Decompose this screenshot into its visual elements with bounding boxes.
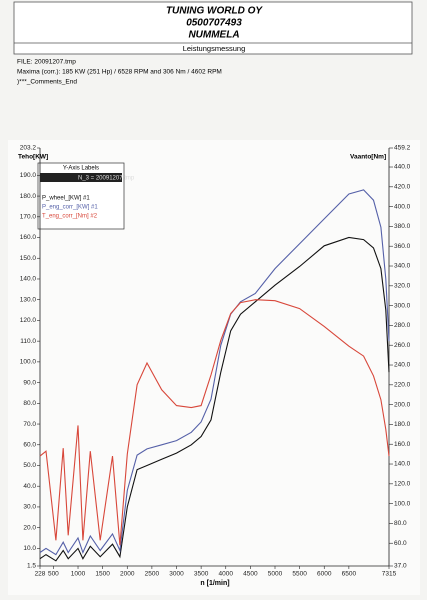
city: NUMMELA — [188, 30, 239, 41]
y-tick-label: 70.0 — [23, 421, 36, 428]
series-line — [39, 299, 390, 546]
x-tick-label: 3500 — [194, 571, 209, 578]
y-tick-label: 150.0 — [20, 255, 37, 262]
header-box — [13, 1, 413, 55]
legend-entry: T_eng_corr_[Nm] #2 — [42, 214, 98, 220]
y-tick-label: 140.0 — [20, 276, 37, 283]
y2-tick-label: 320.0 — [394, 283, 411, 290]
legend-entry: P_eng_corr_[KW] #1 — [42, 205, 98, 211]
y2-tick-label: 180.0 — [394, 421, 411, 428]
legend-file: N_3 = 20091207.tmp — [78, 176, 135, 182]
y2-tick-label: 140.0 — [394, 461, 411, 468]
x-tick-label: 4000 — [219, 571, 234, 578]
y2-tick-label: 380.0 — [394, 223, 411, 230]
y2-tick-label: 160.0 — [394, 441, 411, 448]
x-tick-label: 7315 — [382, 571, 397, 578]
y2-tick-label: 360.0 — [394, 243, 411, 250]
y-tick-label: 30.0 — [23, 504, 36, 511]
y-tick-label: 50.0 — [23, 462, 36, 469]
y-tick-label: 110.0 — [20, 338, 36, 345]
y2-tick-label: 120.0 — [394, 481, 411, 488]
y-tick-label: 180.0 — [20, 193, 37, 200]
y2-tick-label: 300.0 — [394, 302, 411, 309]
x-tick-label: 5000 — [268, 571, 283, 578]
phone: 0500707493 — [186, 18, 242, 29]
y2-tick-label: 80.0 — [394, 520, 407, 527]
x-tick-label: 1500 — [95, 571, 110, 578]
y-tick-label: 80.0 — [23, 400, 36, 407]
x-tick-label: 2500 — [145, 571, 160, 578]
x-tick-label: 3000 — [169, 571, 184, 578]
y-tick-label: 160.0 — [20, 234, 37, 241]
y-tick-label: 1.5 — [27, 563, 36, 570]
subtitle: Leistungsmessung — [183, 44, 246, 53]
y2-axis-title: Vaanto[Nm] — [350, 154, 386, 161]
series-line — [39, 236, 390, 562]
y-tick-label: 190.0 — [20, 172, 37, 179]
y-tick-label: 120.0 — [20, 317, 37, 324]
comments: )***_Comments_End — [17, 79, 77, 86]
y-tick-label: 100.0 — [20, 359, 37, 366]
file: FILE: 20091207.tmp — [17, 59, 76, 66]
company: TUNING WORLD OY — [166, 6, 263, 17]
legend-entry: P_wheel_[KW] #1 — [42, 196, 90, 202]
y2-tick-label: 37.0 — [394, 563, 407, 570]
x-tick-label: 5500 — [292, 571, 307, 578]
y-axis-title: Teho[KW] — [18, 154, 48, 161]
y-tick-label: 90.0 — [23, 379, 36, 386]
y2-tick-label: 220.0 — [394, 382, 411, 389]
x-tick-label: 2000 — [120, 571, 135, 578]
x-tick-label: 6500 — [342, 571, 357, 578]
x-tick-label: 4500 — [243, 571, 258, 578]
series-line — [39, 189, 390, 556]
y-tick-label: 60.0 — [23, 441, 36, 448]
y-tick-label: 170.0 — [20, 214, 37, 221]
y-tick-label: 203.2 — [20, 145, 37, 152]
y2-tick-label: 60.0 — [394, 540, 407, 547]
y2-tick-label: 420.0 — [394, 184, 411, 191]
x-tick-label: 6000 — [317, 571, 332, 578]
x-tick-label: 228 — [35, 571, 46, 578]
y2-tick-label: 400.0 — [394, 203, 411, 210]
y2-tick-label: 240.0 — [394, 362, 411, 369]
y2-tick-label: 200.0 — [394, 401, 411, 408]
y-tick-label: 10.0 — [23, 545, 36, 552]
y2-tick-label: 440.0 — [394, 164, 411, 171]
legend-file-bar — [40, 173, 122, 182]
y2-tick-label: 280.0 — [394, 322, 411, 329]
y2-tick-label: 100.0 — [394, 500, 411, 507]
x-tick-label: 1000 — [71, 571, 86, 578]
y-tick-label: 130.0 — [20, 296, 37, 303]
y2-tick-label: 340.0 — [394, 263, 411, 270]
legend-title: Y-Axis Labels — [63, 166, 99, 172]
x-axis-title: n [1/min] — [200, 580, 229, 587]
legend: Y-Axis Labels N_3 = 20091207.tmp — [37, 162, 135, 230]
y-tick-label: 20.0 — [23, 524, 36, 531]
y2-tick-label: 459.2 — [394, 145, 411, 152]
y2-tick-label: 260.0 — [394, 342, 411, 349]
y-tick-label: 40.0 — [23, 483, 36, 490]
x-tick-label: 500 — [48, 571, 59, 578]
maxima: Maxima (corr.): 185 KW (251 Hp) / 6528 R… — [17, 69, 222, 76]
